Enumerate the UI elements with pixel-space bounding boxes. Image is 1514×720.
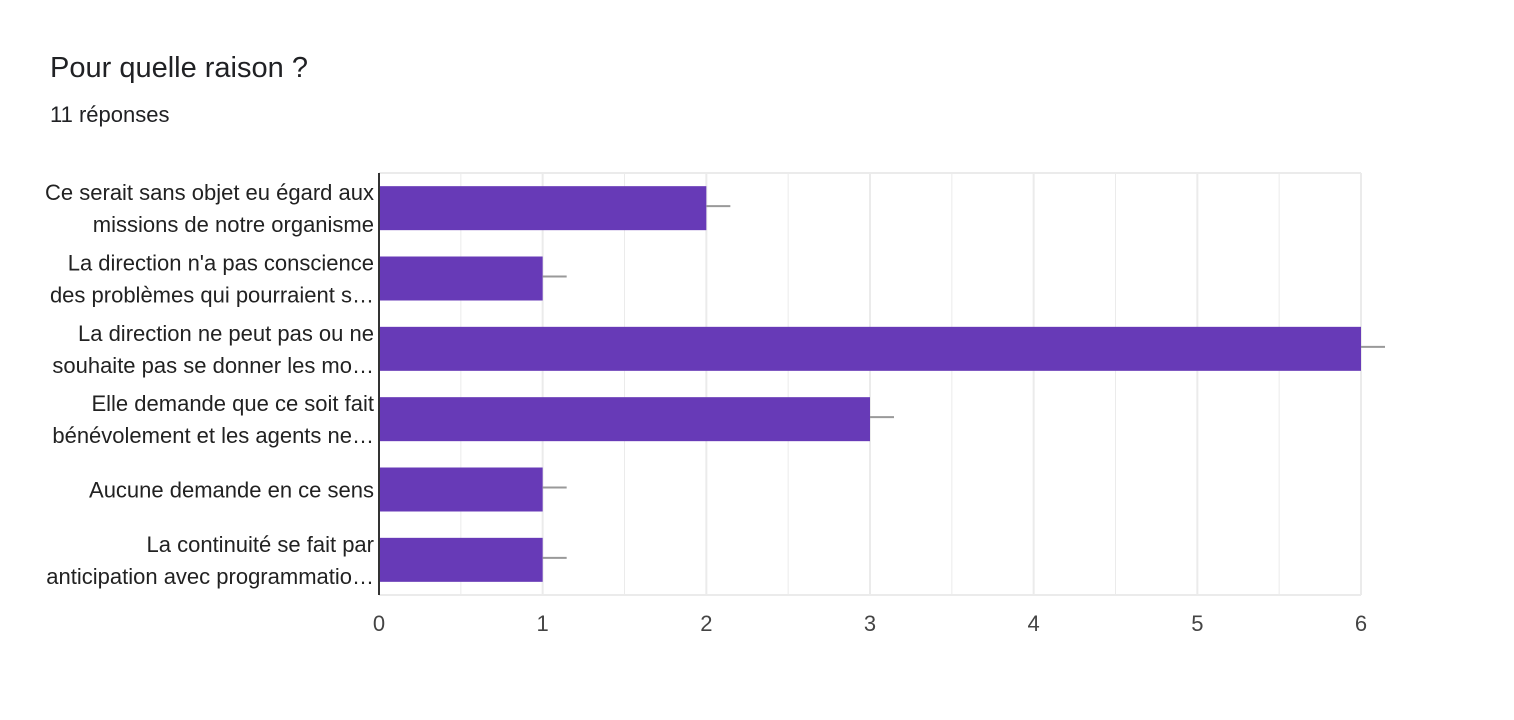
category-label: des problèmes qui pourraient s…	[50, 283, 374, 308]
chart-title: Pour quelle raison ?	[50, 52, 308, 84]
x-tick-label: 2	[700, 611, 712, 636]
x-tick-label: 1	[537, 611, 549, 636]
bar	[379, 186, 707, 231]
category-label: Ce serait sans objet eu égard aux	[45, 180, 374, 205]
category-label: Aucune demande en ce sens	[89, 478, 374, 503]
category-labels: Ce serait sans objet eu égard aux mission…	[45, 180, 374, 589]
x-tick-label: 5	[1191, 611, 1203, 636]
bar	[379, 537, 543, 582]
category-label: souhaite pas se donner les mo…	[52, 353, 374, 378]
category-label: bénévolement et les agents ne…	[52, 423, 374, 448]
bar	[379, 397, 870, 442]
x-tick-label: 6	[1355, 611, 1367, 636]
bar	[379, 256, 543, 301]
category-label: La continuité se fait par	[147, 532, 374, 557]
gridlines	[379, 172, 1362, 596]
bar	[379, 467, 543, 512]
category-label: La direction n'a pas conscience	[68, 251, 374, 276]
x-tick-label: 0	[373, 611, 385, 636]
bars	[379, 186, 1385, 582]
response-count: 11 réponses	[50, 102, 170, 127]
x-tick-label: 3	[864, 611, 876, 636]
x-tick-labels: 0 1 2 3 4 5 6	[373, 611, 1367, 636]
category-label: La direction ne peut pas ou ne	[78, 321, 374, 346]
category-label: missions de notre organisme	[93, 212, 374, 237]
category-label: anticipation avec programmatio…	[46, 564, 374, 589]
x-tick-label: 4	[1028, 611, 1040, 636]
bar	[379, 326, 1361, 371]
category-label: Elle demande que ce soit fait	[91, 391, 374, 416]
